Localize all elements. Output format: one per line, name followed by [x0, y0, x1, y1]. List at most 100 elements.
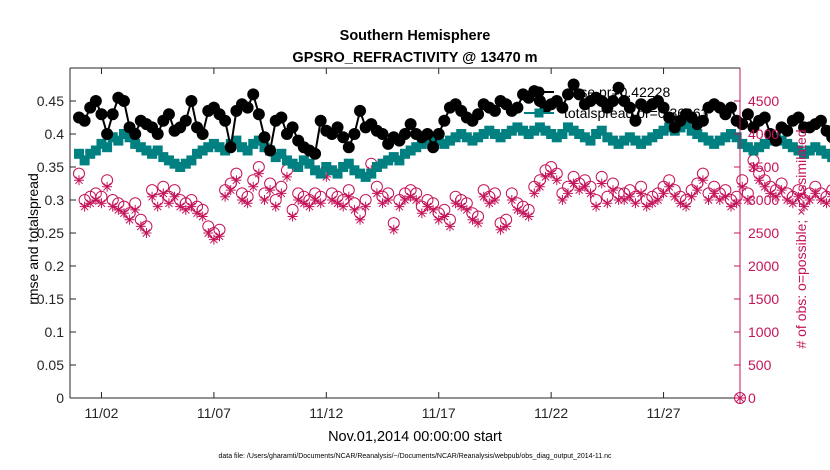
obs-assimilated-point — [703, 195, 714, 205]
obs-possible-point — [207, 227, 220, 239]
obs-possible-point — [517, 200, 530, 213]
obs-possible-point — [106, 194, 119, 206]
rmse-point — [252, 108, 265, 121]
y-tick-label: 0.4 — [45, 126, 65, 142]
obs-assimilated-point — [652, 195, 663, 205]
obs-possible-point — [488, 187, 501, 200]
obs-possible-point — [427, 197, 440, 210]
obs-possible-point — [224, 177, 237, 190]
obs-assimilated-point — [518, 208, 529, 219]
totalspread-point — [821, 148, 830, 159]
y-tick-label: 0.35 — [37, 159, 64, 175]
obs-assimilated-point — [742, 195, 753, 205]
rmse-point — [623, 101, 636, 114]
right-axis-zero-marker — [734, 392, 746, 404]
obs-possible-point — [314, 190, 327, 203]
y-tick-label: 0.2 — [45, 258, 65, 274]
obs-assimilated-point — [152, 201, 163, 212]
obs-assimilated-point — [647, 198, 658, 209]
y-right-tick-label: 2500 — [748, 225, 779, 241]
obs-assimilated-point — [450, 198, 461, 209]
obs-assimilated-point — [73, 175, 84, 186]
obs-possible-point — [472, 210, 485, 223]
obs-possible-point — [764, 180, 777, 193]
obs-possible-point — [460, 197, 473, 210]
obs-possible-point — [112, 197, 125, 210]
obs-possible-point — [618, 187, 631, 200]
totalspread-point — [332, 168, 343, 179]
obs-assimilated-point — [506, 195, 517, 205]
obs-assimilated-point — [557, 195, 568, 205]
obs-assimilated-point — [489, 195, 500, 205]
legend: rmse pr=0.42228 totalspread pr=0.36063 — [524, 84, 709, 121]
totalspread-point — [79, 155, 90, 166]
y-tick-label: 0.3 — [45, 192, 65, 208]
obs-possible-point — [404, 184, 417, 197]
rmse-point — [488, 104, 501, 117]
obs-possible-point — [258, 187, 271, 200]
obs-assimilated-point — [208, 234, 219, 245]
obs-assimilated-point — [270, 201, 281, 212]
obs-possible-point — [168, 184, 181, 197]
rmse-point — [89, 95, 102, 107]
legend-marker-circle — [533, 86, 545, 98]
rmse-point — [573, 88, 586, 101]
obs-assimilated-point — [681, 201, 692, 212]
obs-assimilated-point — [495, 224, 506, 235]
rmse-point — [657, 101, 670, 114]
totalspread-point — [343, 158, 354, 169]
obs-possible-point — [595, 170, 608, 183]
rmse-point — [399, 128, 411, 140]
obs-possible-point — [601, 190, 614, 203]
rmse-point — [629, 114, 642, 127]
obs-possible-point — [696, 167, 709, 180]
rmse-point — [472, 108, 485, 121]
obs-assimilated-point — [287, 211, 298, 222]
y-right-tick-label: 3000 — [748, 192, 779, 208]
chart-subtitle: GPSRO_REFRACTIVITY @ 13470 m — [292, 50, 537, 66]
obs-assimilated-point — [737, 181, 748, 192]
obs-assimilated-point — [180, 204, 191, 215]
obs-possible-point — [101, 174, 114, 187]
obs-assimilated-point — [360, 201, 371, 212]
obs-possible-point — [562, 180, 575, 193]
obs-assimilated-point — [697, 175, 708, 186]
y-axis-right-label: # of obs: o=possible; ×=assimilated — [793, 129, 809, 348]
obs-assimilated-point — [130, 204, 141, 215]
totalspread-point — [152, 145, 163, 156]
rmse-point — [376, 128, 389, 140]
right-axis-zero-asterisk — [735, 393, 745, 403]
obs-assimilated-point — [636, 188, 647, 199]
rmse-point — [129, 128, 142, 140]
obs-possible-point — [140, 220, 153, 233]
obs-assimilated-point — [298, 198, 309, 209]
obs-assimilated-point — [371, 188, 382, 199]
obs-assimilated-point — [197, 211, 208, 222]
data-file-footnote: data file: /Users/gharamti/Documents/NCA… — [218, 453, 612, 460]
rmse-point — [337, 131, 350, 144]
x-tick-label: 11/27 — [647, 405, 681, 421]
totalspread-point — [366, 168, 377, 179]
obs-assimilated-point — [439, 211, 450, 222]
rmse-point — [826, 131, 830, 143]
obs-possible-point — [387, 217, 400, 230]
obs-possible-point — [635, 180, 648, 193]
legend-label: rmse pr=0.42228 — [564, 84, 670, 100]
obs-possible-point — [573, 177, 586, 190]
chart-title: Southern Hemisphere — [340, 28, 491, 44]
obs-assimilated-point — [602, 198, 613, 209]
obs-possible-point — [410, 187, 423, 200]
obs-assimilated-point — [630, 198, 641, 209]
obs-possible-point — [511, 197, 524, 210]
rmse-point — [404, 118, 417, 131]
obs-assimilated-point — [405, 191, 416, 202]
obs-possible-point — [550, 167, 563, 180]
obs-assimilated-point — [574, 185, 585, 196]
obs-possible-point — [370, 180, 383, 193]
obs-possible-point — [713, 187, 726, 200]
obs-assimilated-point — [276, 188, 287, 199]
obs-possible-point — [432, 207, 445, 220]
rmse-point — [421, 128, 434, 140]
y-right-tick-label: 2000 — [748, 258, 779, 274]
